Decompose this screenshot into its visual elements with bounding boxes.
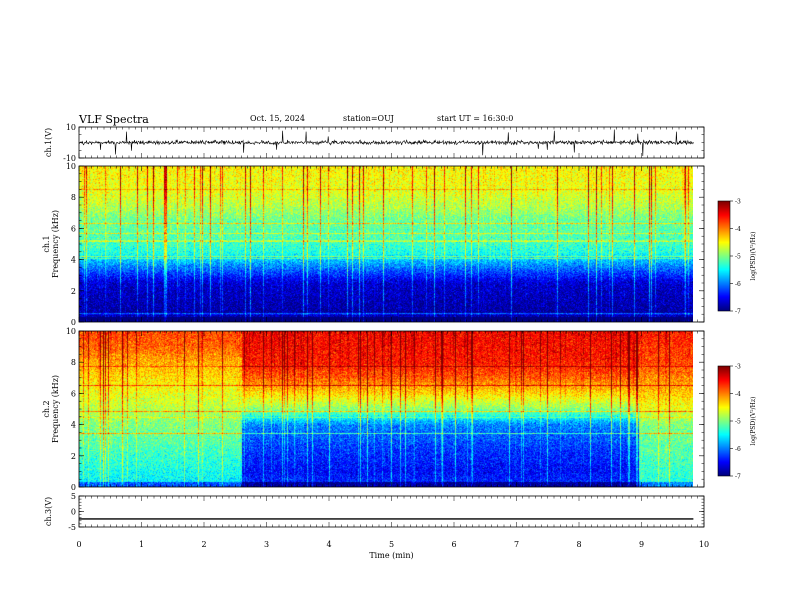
time-tick-label: 7 xyxy=(514,540,519,549)
ch1-waveform-trace xyxy=(78,129,694,157)
ch1-spectrogram-ytick-label: 8 xyxy=(71,193,76,202)
ch2-spectrogram-ytick-label: 10 xyxy=(66,327,76,336)
ch2-spectrogram-ytick-label: 0 xyxy=(71,483,76,492)
ch2-spectrogram-ytick-label: 4 xyxy=(71,421,76,430)
ch3-waveform-ytick-label: -5 xyxy=(68,523,76,532)
ch2-colorbar-tick-label: -3 xyxy=(735,364,741,371)
ch2-spectrogram-ylabel: Frequency (kHz) xyxy=(51,375,60,443)
station-label: station=OUJ xyxy=(343,114,394,123)
chart-title: VLF Spectra xyxy=(79,113,149,126)
ch1-spectrogram-ytick-label: 0 xyxy=(71,318,76,327)
ch3-waveform-ytick-label: 0 xyxy=(71,508,76,517)
time-tick-label: 2 xyxy=(201,540,206,549)
ch2-colorbar-tick-label: -5 xyxy=(735,419,741,426)
start-time-label: start UT = 16:30:0 xyxy=(437,114,514,123)
ch3-waveform-ytick-label: 5 xyxy=(71,492,76,501)
time-tick-label: 3 xyxy=(264,540,269,549)
time-tick-label: 6 xyxy=(451,540,456,549)
time-tick-label: 8 xyxy=(576,540,581,549)
ch1-colorbar-tick-label: -5 xyxy=(735,254,741,261)
ch1-spectrogram-image xyxy=(79,166,693,322)
ch1-colorbar-label: log(PSD)(V²/Hz) xyxy=(750,232,757,281)
date-label: Oct. 15, 2024 xyxy=(250,114,305,123)
ch2-colorbar-tick-label: -4 xyxy=(735,391,741,398)
ch1-colorbar xyxy=(718,201,730,311)
ch1-colorbar-tick-label: -3 xyxy=(735,199,741,206)
time-tick-label: 1 xyxy=(139,540,144,549)
ch1-colorbar-tick-label: -4 xyxy=(735,226,741,233)
ch2-spectrogram-image xyxy=(79,331,693,487)
ch2-spectrogram-ytick-label: 6 xyxy=(71,389,76,398)
time-axis-label: Time (min) xyxy=(369,551,413,560)
ch2-colorbar-tick-label: -7 xyxy=(735,474,741,481)
time-tick-label: 4 xyxy=(326,540,331,549)
ch3-waveform-ylabel: ch.3(V) xyxy=(44,497,53,526)
time-tick-label: 10 xyxy=(699,540,709,549)
ch2-colorbar xyxy=(718,366,730,476)
ch1-spectrogram-ytick-label: 4 xyxy=(71,256,76,265)
ch1-spectrogram-ytick-label: 6 xyxy=(71,224,76,233)
ch1-colorbar-tick-label: -6 xyxy=(735,281,741,288)
ch1-colorbar-tick-label: -7 xyxy=(735,309,741,316)
ch2-spectrogram-ylabel: ch.2 xyxy=(42,400,51,417)
ch1-waveform-ytick-label: -10 xyxy=(63,154,76,163)
ch1-waveform-ylabel: ch.1(V) xyxy=(44,128,53,157)
ch1-spectrogram-ytick-label: 2 xyxy=(71,287,76,296)
ch1-spectrogram-ylabel: ch.1 xyxy=(42,235,51,252)
time-tick-label: 9 xyxy=(639,540,644,549)
ch1-spectrogram-ylabel: Frequency (kHz) xyxy=(51,210,60,278)
ch2-colorbar-tick-label: -6 xyxy=(735,446,741,453)
ch2-spectrogram-ytick-label: 2 xyxy=(71,452,76,461)
ch2-colorbar-label: log(PSD)(V²/Hz) xyxy=(750,397,757,446)
ch2-spectrogram-ytick-label: 8 xyxy=(71,358,76,367)
ch1-waveform-ytick-label: 10 xyxy=(66,123,76,132)
time-tick-label: 5 xyxy=(389,540,394,549)
ch1-spectrogram-ytick-label: 10 xyxy=(66,162,76,171)
time-tick-label: 0 xyxy=(76,540,81,549)
